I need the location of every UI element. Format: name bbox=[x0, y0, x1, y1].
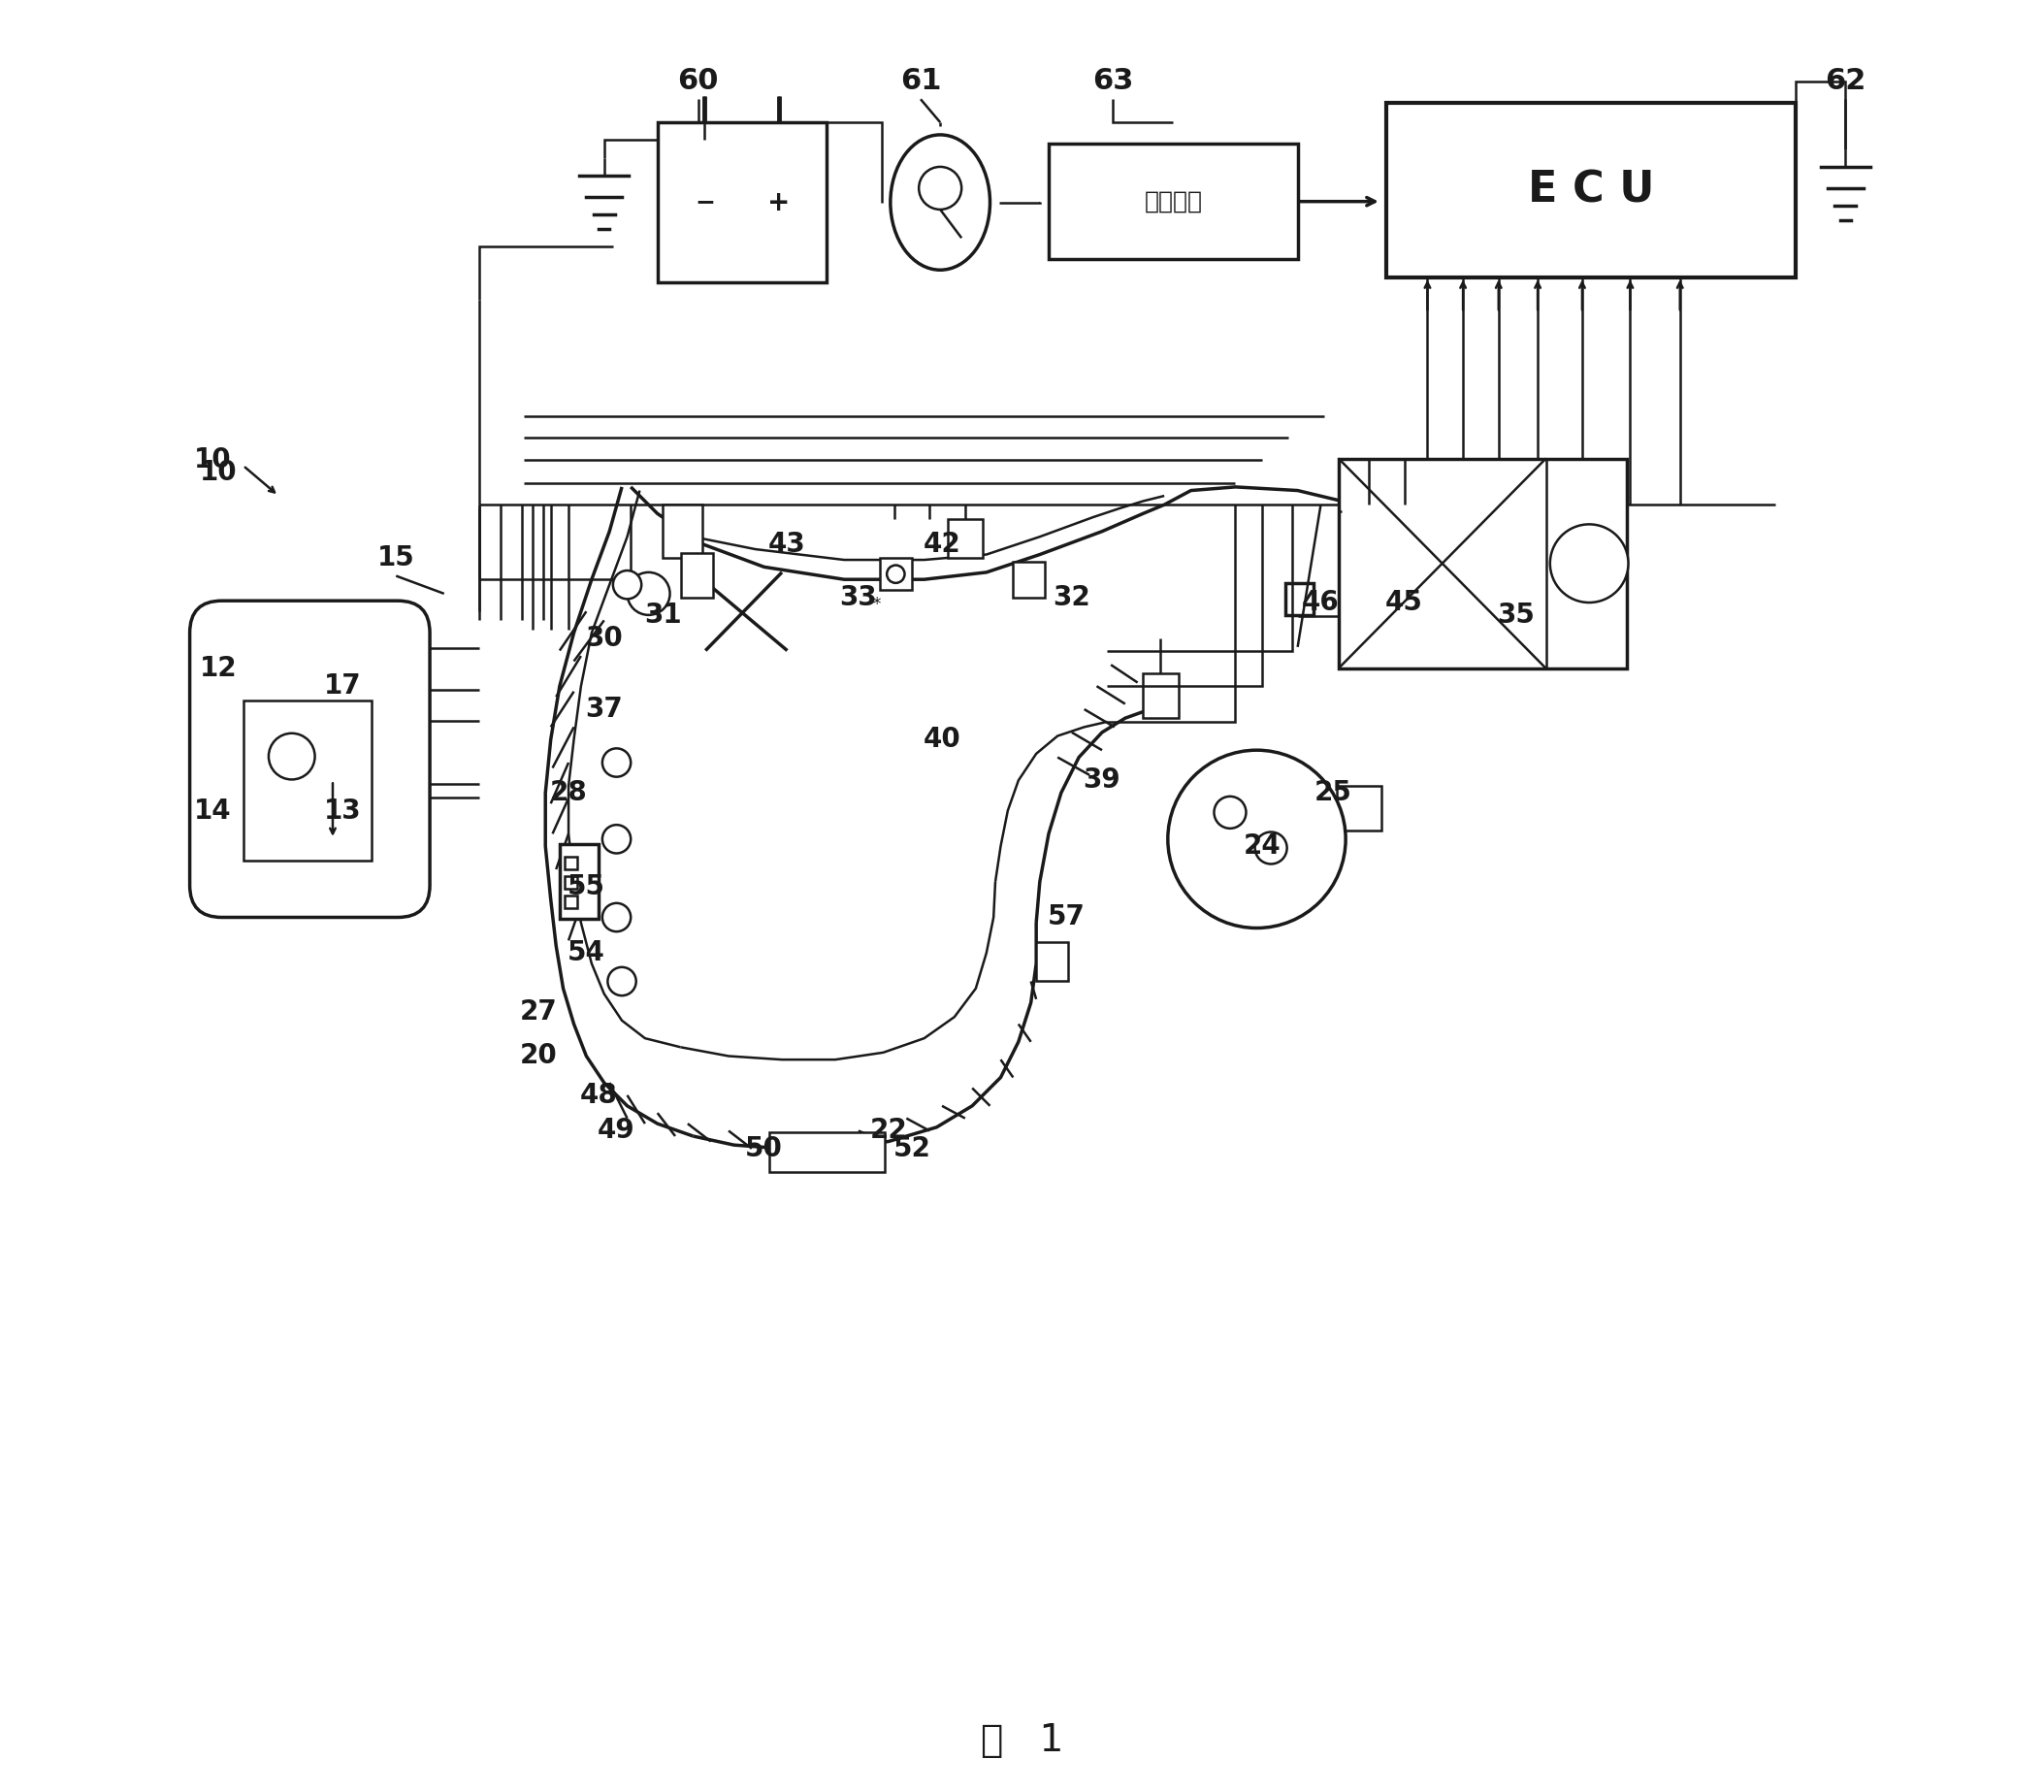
Circle shape bbox=[603, 903, 632, 932]
Circle shape bbox=[1214, 796, 1247, 828]
Bar bbox=[1143, 674, 1179, 719]
Circle shape bbox=[607, 968, 636, 996]
Bar bbox=[681, 552, 713, 597]
Text: 45: 45 bbox=[1386, 590, 1423, 616]
Text: 27: 27 bbox=[519, 998, 558, 1025]
Text: 10: 10 bbox=[194, 446, 231, 473]
Text: 52: 52 bbox=[893, 1134, 930, 1163]
Text: 13: 13 bbox=[323, 797, 362, 824]
Bar bbox=[1386, 102, 1795, 278]
Text: 63: 63 bbox=[1091, 68, 1132, 95]
Text: 20: 20 bbox=[519, 1043, 558, 1070]
Bar bbox=[564, 857, 576, 869]
Text: 28: 28 bbox=[550, 780, 587, 806]
Text: 43: 43 bbox=[769, 530, 805, 557]
Bar bbox=[1014, 561, 1044, 597]
Text: 39: 39 bbox=[1083, 767, 1120, 794]
Text: 12: 12 bbox=[200, 654, 237, 683]
Bar bbox=[560, 844, 599, 919]
Text: 图   1: 图 1 bbox=[981, 1722, 1063, 1760]
Text: 62: 62 bbox=[1825, 68, 1866, 95]
Text: 35: 35 bbox=[1498, 602, 1535, 629]
Bar bbox=[658, 122, 826, 283]
Ellipse shape bbox=[891, 134, 989, 271]
Bar bbox=[1339, 459, 1627, 668]
Circle shape bbox=[1167, 751, 1345, 928]
Text: 30: 30 bbox=[585, 625, 623, 652]
Text: 55: 55 bbox=[568, 873, 605, 901]
Bar bbox=[879, 557, 912, 590]
Text: 24: 24 bbox=[1243, 833, 1282, 860]
Text: 22: 22 bbox=[871, 1116, 908, 1145]
Text: *: * bbox=[873, 595, 881, 613]
Text: 42: 42 bbox=[924, 530, 961, 557]
Bar bbox=[1337, 785, 1382, 830]
Text: 31: 31 bbox=[644, 602, 681, 629]
Text: E C U: E C U bbox=[1527, 168, 1654, 211]
Circle shape bbox=[1255, 831, 1288, 864]
Text: 32: 32 bbox=[1053, 584, 1091, 611]
Bar bbox=[769, 1133, 885, 1172]
Circle shape bbox=[268, 733, 315, 780]
Circle shape bbox=[613, 570, 642, 599]
Bar bbox=[564, 896, 576, 909]
Bar bbox=[946, 520, 983, 557]
Bar bbox=[564, 876, 576, 889]
Text: 46: 46 bbox=[1302, 590, 1339, 616]
Circle shape bbox=[887, 564, 905, 582]
Circle shape bbox=[603, 824, 632, 853]
Circle shape bbox=[603, 749, 632, 778]
Bar bbox=[662, 505, 701, 557]
Text: 10: 10 bbox=[200, 459, 237, 486]
Text: 25: 25 bbox=[1314, 780, 1351, 806]
Bar bbox=[243, 701, 372, 860]
Text: 60: 60 bbox=[679, 68, 719, 95]
Text: 49: 49 bbox=[597, 1116, 636, 1145]
Text: 54: 54 bbox=[568, 939, 605, 966]
Text: 33: 33 bbox=[840, 584, 877, 611]
Circle shape bbox=[628, 572, 670, 615]
Bar bbox=[1049, 143, 1298, 260]
Text: 50: 50 bbox=[746, 1134, 783, 1163]
Text: +: + bbox=[769, 188, 791, 217]
Text: 主继电器: 主继电器 bbox=[1145, 190, 1202, 213]
Text: 15: 15 bbox=[378, 545, 415, 572]
Text: −: − bbox=[695, 190, 715, 213]
Text: 37: 37 bbox=[585, 695, 623, 722]
FancyBboxPatch shape bbox=[190, 600, 429, 918]
Circle shape bbox=[1549, 525, 1629, 602]
Text: 40: 40 bbox=[924, 726, 961, 753]
Bar bbox=[1036, 943, 1069, 982]
Circle shape bbox=[920, 167, 961, 210]
Text: 61: 61 bbox=[899, 68, 940, 95]
Text: 17: 17 bbox=[323, 672, 362, 699]
Bar bbox=[1286, 582, 1314, 615]
Text: 48: 48 bbox=[580, 1082, 617, 1109]
Text: 57: 57 bbox=[1049, 903, 1085, 930]
Text: 14: 14 bbox=[194, 797, 231, 824]
